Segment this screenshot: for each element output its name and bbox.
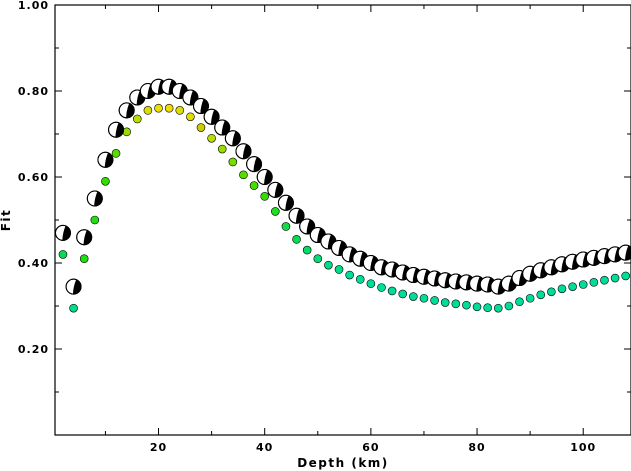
beachball-point (65, 278, 82, 295)
dot-point (430, 296, 439, 305)
dot-point (228, 157, 238, 167)
dot-point (292, 235, 301, 244)
dot-point (472, 302, 482, 312)
x-tick-label: 100 (570, 441, 596, 454)
beachball-point (256, 169, 273, 185)
dot-point (621, 271, 630, 281)
dot-point (462, 300, 471, 310)
beachball-point (97, 151, 114, 168)
dot-point (493, 303, 503, 313)
beachball-point (192, 98, 209, 115)
dot-point (504, 301, 514, 311)
dot-point (409, 292, 418, 301)
beachball-point (214, 119, 231, 136)
beachball-point (235, 143, 252, 160)
beachball-point (76, 229, 93, 246)
dot-point (345, 270, 354, 280)
x-tick-label: 20 (150, 441, 167, 454)
dot-point (281, 222, 291, 231)
dot-point (600, 275, 609, 285)
x-tick-label: 60 (362, 441, 379, 454)
dot-point (58, 250, 68, 259)
dot-point (366, 279, 376, 288)
dot-point (249, 181, 259, 190)
y-tick-label: 1.00 (18, 0, 49, 12)
y-tick-label: 0.60 (18, 171, 49, 184)
dot-point (132, 114, 142, 124)
dot-point (196, 123, 206, 132)
beachball-point (182, 89, 199, 106)
beachball-point (203, 108, 220, 125)
dot-point (589, 278, 599, 287)
dot-point (557, 284, 567, 294)
y-tick-label: 0.40 (18, 257, 49, 270)
dot-point (440, 298, 450, 307)
dot-point (525, 293, 535, 303)
series-beachball-markers (54, 78, 631, 295)
dot-point (175, 106, 185, 115)
beachball-point (108, 121, 125, 138)
dot-point (515, 297, 524, 307)
dot-point (302, 245, 312, 255)
beachball-point (86, 190, 103, 207)
beachball-point (267, 181, 284, 198)
dot-point (536, 290, 546, 300)
dot-point (164, 103, 174, 113)
beachball-point (288, 207, 305, 224)
x-tick-label: 40 (256, 441, 273, 454)
dot-point (483, 303, 492, 313)
y-tick-label: 0.80 (18, 85, 49, 98)
dot-point (610, 273, 620, 283)
beachball-point (54, 224, 71, 241)
dot-point (271, 207, 280, 216)
dot-point (578, 280, 588, 289)
dot-point (186, 112, 195, 122)
series-dot-markers (58, 103, 630, 313)
dot-point (419, 293, 429, 303)
dot-point (239, 170, 248, 180)
dot-point (387, 286, 397, 296)
dot-point (111, 149, 121, 158)
beachball-point (118, 102, 135, 119)
dot-point (260, 192, 269, 201)
axis-ticks (55, 4, 631, 435)
y-tick-label: 0.20 (18, 343, 49, 356)
x-tick-label: 80 (468, 441, 485, 454)
dot-point (324, 260, 333, 270)
beachball-point (246, 156, 263, 173)
dot-point (79, 254, 89, 264)
dot-point (334, 265, 344, 274)
axis-tick-labels: 20 40 60 80 100 0.20 0.40 0.60 0.80 1.00 (18, 0, 596, 454)
beachball-point (277, 194, 294, 211)
beachball-point (224, 130, 241, 147)
y-axis-title: Fit (0, 209, 13, 232)
dot-point (377, 283, 386, 292)
dot-point (451, 299, 461, 309)
dot-point (90, 215, 100, 225)
dot-point (207, 134, 216, 143)
dot-point (69, 303, 78, 313)
dot-point (313, 254, 323, 264)
dot-point (154, 103, 163, 113)
dot-point (143, 106, 153, 115)
dot-point (217, 144, 227, 154)
x-axis-title: Depth (km) (297, 456, 389, 470)
plot-frame (54, 4, 631, 436)
dot-point (398, 289, 408, 299)
dot-point (547, 287, 556, 297)
dot-point (568, 282, 577, 291)
beachball-point (617, 244, 631, 261)
dot-point (355, 275, 365, 284)
dot-point (101, 177, 110, 186)
